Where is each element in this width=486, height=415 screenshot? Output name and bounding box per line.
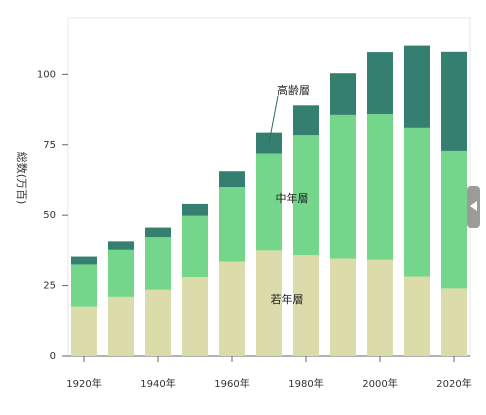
bar-young-8 <box>367 259 393 356</box>
y-axis-label: 総数(万百) <box>15 152 29 205</box>
bar-middle-5 <box>256 153 282 251</box>
bar-young-3 <box>182 277 208 356</box>
bar-middle-6 <box>293 135 319 256</box>
bar-middle-2 <box>145 237 171 290</box>
x-tick-label: 1960年 <box>214 377 249 390</box>
bar-elderly-7 <box>330 73 356 115</box>
bar-young-5 <box>256 250 282 356</box>
bar-elderly-4 <box>219 171 245 187</box>
y-tick-label: 0 <box>50 351 56 362</box>
bar-middle-8 <box>367 114 393 260</box>
bar-young-2 <box>145 289 171 356</box>
bar-young-6 <box>293 255 319 356</box>
bar-young-10 <box>441 288 467 356</box>
bar-middle-3 <box>182 215 208 278</box>
bar-young-9 <box>404 276 430 356</box>
y-tick-label: 75 <box>43 140 56 151</box>
bar-young-0 <box>71 306 97 356</box>
annotation-elderly: 高齢層 <box>277 83 310 97</box>
y-tick-label: 25 <box>43 281 56 292</box>
bar-elderly-2 <box>145 227 171 238</box>
bar-middle-1 <box>108 249 134 297</box>
bar-elderly-10 <box>441 51 467 151</box>
y-tick-label: 100 <box>37 69 56 80</box>
bar-elderly-8 <box>367 52 393 115</box>
x-tick-label: 2020年 <box>436 377 471 390</box>
bar-elderly-1 <box>108 241 134 250</box>
bar-young-7 <box>330 258 356 356</box>
bar-elderly-6 <box>293 105 319 136</box>
bar-middle-0 <box>71 264 97 307</box>
x-tick-label: 1940年 <box>140 377 175 390</box>
annotation-middle: 中年層 <box>276 191 309 205</box>
x-tick-label: 2000年 <box>362 377 397 390</box>
bar-young-1 <box>108 296 134 356</box>
bar-middle-10 <box>441 150 467 289</box>
bar-middle-9 <box>404 127 430 277</box>
y-tick-label: 50 <box>43 210 56 221</box>
chevron-left-icon <box>470 201 477 211</box>
bar-middle-4 <box>219 187 245 262</box>
annotation-young: 若年層 <box>271 292 304 306</box>
side-panel-toggle[interactable] <box>467 186 480 228</box>
elderly-annotation-leader <box>268 95 279 144</box>
x-tick-label: 1980年 <box>288 377 323 390</box>
bar-elderly-3 <box>182 203 208 216</box>
bar-elderly-0 <box>71 256 97 265</box>
bar-young-4 <box>219 261 245 356</box>
x-tick-label: 1920年 <box>66 377 101 390</box>
bar-middle-7 <box>330 114 356 259</box>
bar-elderly-9 <box>404 45 430 128</box>
